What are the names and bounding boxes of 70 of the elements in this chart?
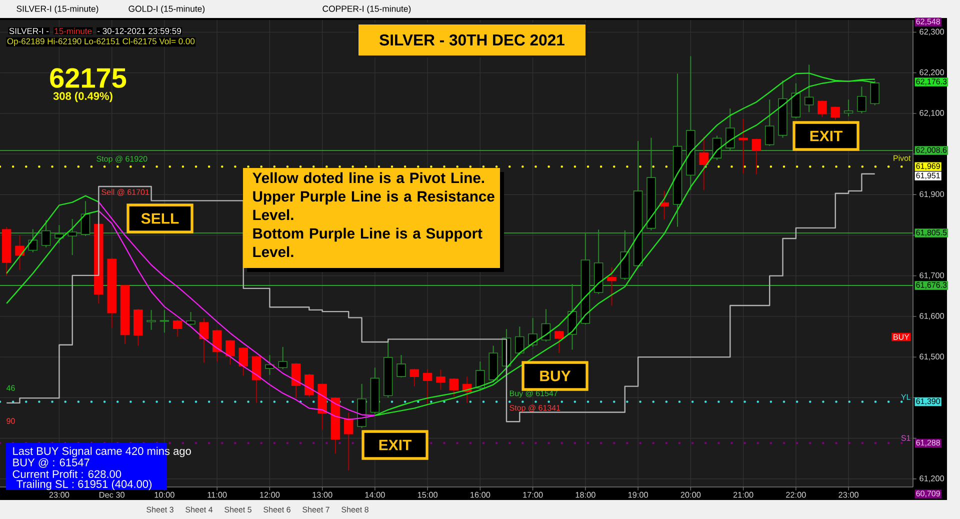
text: Sheet 3 xyxy=(146,506,174,512)
text: Sheet 7 xyxy=(302,506,330,512)
y-tick-label: 61,900 xyxy=(920,191,944,198)
annotation: Current Profit : 628.00 xyxy=(12,470,122,478)
text: 60,709 xyxy=(916,490,940,498)
annotation: - 30-12-2021 23:59:59 xyxy=(98,28,181,34)
x-tick-label: 10:00 xyxy=(154,492,174,498)
annotation: 46 xyxy=(6,385,15,391)
text: Sheet 5 xyxy=(224,506,252,512)
x-tick-label: 21:00 xyxy=(733,492,754,498)
annotation: Upper Purple Line is a Resistance Level. xyxy=(253,190,494,220)
annotation: Stop @ 61341 xyxy=(510,404,560,412)
text: Sheet 8 xyxy=(342,506,368,512)
text: SILVER-I (15-minute) xyxy=(16,5,98,14)
x-tick-label: 13:00 xyxy=(312,492,332,498)
ref-line-label: 61,676.3 xyxy=(916,282,947,289)
annotation: 308 (0.49%) xyxy=(53,92,112,102)
x-tick-label: Dec 30 xyxy=(100,492,124,498)
annotation: BUY @ : 61547 xyxy=(13,458,90,468)
annotation: 90 xyxy=(6,418,15,424)
annotation: SELL xyxy=(141,213,179,224)
annotation: Bottom Purple Line is a Support Level. xyxy=(253,228,482,258)
y-tick-label: 62,200 xyxy=(920,69,944,76)
ref-line-label: 61,288 xyxy=(916,440,940,446)
annotation: Sell @ 61701 xyxy=(102,189,150,196)
text: COPPER-I (15-minute) xyxy=(322,5,411,14)
annotation: 62175 xyxy=(50,68,126,88)
x-tick-label: 16:00 xyxy=(470,492,490,498)
y-tick-label: 62,100 xyxy=(920,110,944,117)
annotation: Trailing SL : 61951 (404.00) xyxy=(16,480,152,490)
x-tick-label: 18:00 xyxy=(576,492,596,498)
ref-line-label: 61,805.5 xyxy=(916,230,947,236)
text: GOLD-I (15-minute) xyxy=(128,5,205,14)
y-tick-label: 61,500 xyxy=(920,354,944,360)
text: YL xyxy=(901,394,910,400)
x-tick-label: 23:00 xyxy=(49,492,70,498)
y-tick-label: 61,600 xyxy=(920,313,944,320)
y-tick-label: 61,700 xyxy=(920,272,944,280)
annotation: EXIT xyxy=(379,440,412,450)
ref-line-label: 62,008.6 xyxy=(916,147,947,154)
text: BUY xyxy=(894,334,910,340)
annotation: Op-62189 Hi-62190 Lo-62151 Cl-62175 Vol= 0.00 xyxy=(7,38,195,46)
x-tick-label: 22:00 xyxy=(786,492,806,498)
text: 62,176.3 xyxy=(916,78,947,86)
annotation: Buy @ 61547 xyxy=(510,390,558,398)
annotation: Yellow doted line is a Pivot Line. xyxy=(252,172,484,184)
ref-line-label: 61,969 xyxy=(916,163,940,170)
x-tick-label: 23:00 xyxy=(838,492,858,498)
y-tick-label: 62,300 xyxy=(920,28,944,36)
ref-line-label: 61,390 xyxy=(916,398,940,406)
text: 62,548 xyxy=(916,18,940,26)
annotation: 15-minute xyxy=(54,28,92,34)
x-tick-label: 17:00 xyxy=(523,492,543,498)
x-tick-label: 11:00 xyxy=(208,492,227,498)
x-tick-label: 14:00 xyxy=(365,492,385,498)
text: 61,951 xyxy=(916,172,940,180)
text: SILVER - 30TH DEC 2021 xyxy=(380,34,564,46)
x-tick-label: 15:00 xyxy=(418,492,438,498)
annotation: SILVER-I - xyxy=(9,28,49,34)
text: S1 xyxy=(901,435,910,441)
x-tick-label: 20:00 xyxy=(680,492,701,498)
text: Sheet 4 xyxy=(186,506,213,512)
y-tick-label: 61,200 xyxy=(920,475,944,482)
text: Sheet 6 xyxy=(264,506,290,512)
annotation: Stop @ 61920 xyxy=(96,156,148,164)
x-tick-label: 12:00 xyxy=(260,492,280,498)
text: Pivot xyxy=(894,155,911,161)
annotation: EXIT xyxy=(810,130,843,142)
x-tick-label: 19:00 xyxy=(628,492,648,498)
annotation: BUY xyxy=(540,370,571,382)
